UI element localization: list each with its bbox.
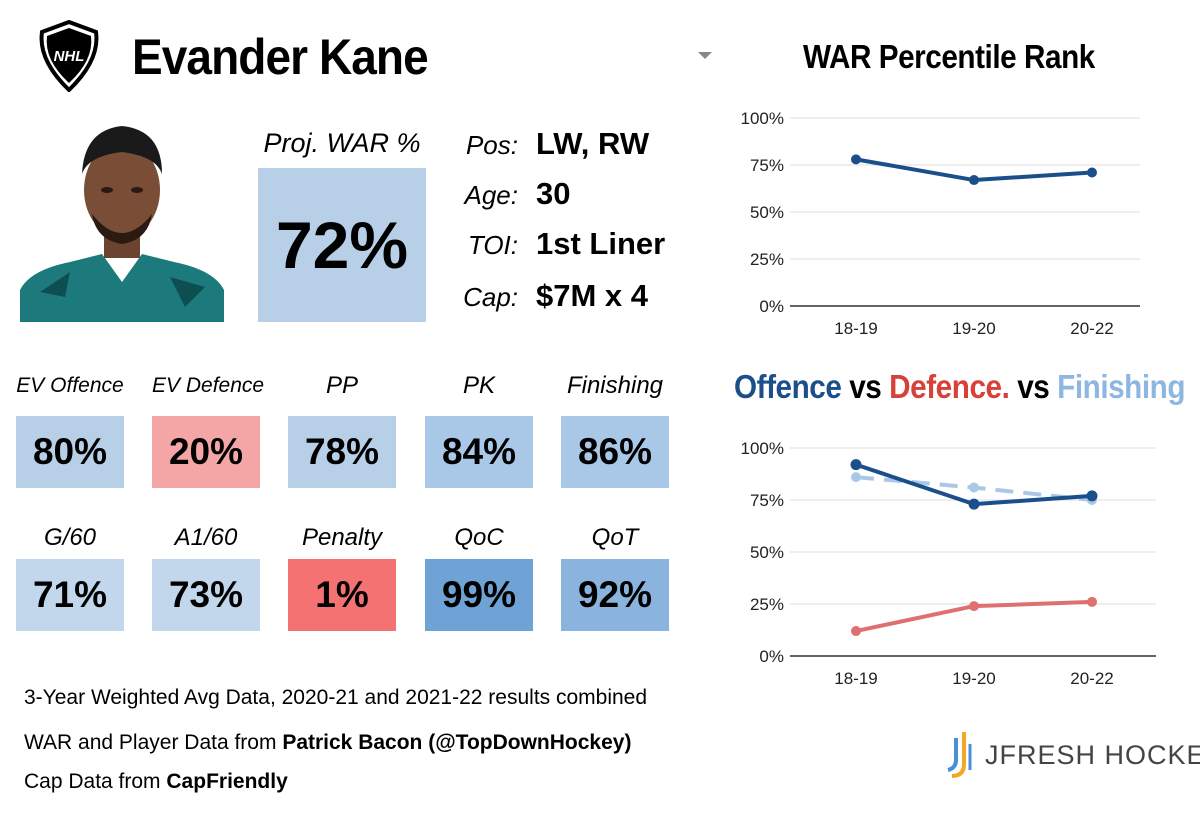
stat-label-qoc: QoC <box>454 524 504 551</box>
stat-box-ev-offence: 80% <box>16 416 124 488</box>
player-photo <box>20 126 224 322</box>
stat-label-pp: PP <box>325 372 358 399</box>
proj-war-label: Proj. WAR % <box>263 128 421 158</box>
y-tick-label: 25% <box>750 595 784 614</box>
y-tick-label: 25% <box>750 250 784 269</box>
stat-label-pk: PK <box>462 372 495 399</box>
nhl-logo: NHL <box>39 20 99 92</box>
data-point-war <box>1087 167 1097 178</box>
stat-box-finishing: 86% <box>561 416 669 488</box>
chart2-title-offence: Offence <box>734 368 842 405</box>
y-tick-label: 0% <box>759 647 784 666</box>
chart2-title-finishing: Finishing <box>1057 368 1186 405</box>
data-point-defence <box>1087 596 1097 607</box>
chart2-title: Offence vs Defence. vs Finishing <box>734 368 1186 406</box>
brand-name: JFRESH HOCKEY <box>985 740 1200 770</box>
stat-box-pp: 78% <box>288 416 396 488</box>
x-tick-label: 18-19 <box>834 319 877 338</box>
y-tick-label: 75% <box>750 156 784 175</box>
jfresh-logo-icon <box>947 732 972 778</box>
data-point-war <box>969 175 979 186</box>
chart2-title-defence: Defence. <box>889 368 1010 405</box>
chevron-down-icon[interactable] <box>698 52 712 59</box>
y-tick-label: 0% <box>759 297 784 316</box>
stat-box-ev-defence: 20% <box>152 416 260 488</box>
nhl-logo-text: NHL <box>54 48 85 65</box>
player-name: Evander Kane <box>132 29 429 85</box>
data-point-offence <box>1086 490 1098 502</box>
toi-label: TOI: <box>467 230 518 260</box>
stat-box-qoc: 99% <box>425 559 533 631</box>
y-tick-label: 100% <box>741 439 784 458</box>
footer-war-source-name: Patrick Bacon (@TopDownHockey) <box>282 731 632 754</box>
data-point-war <box>851 154 861 165</box>
y-tick-label: 50% <box>750 543 784 562</box>
chart1-war-percentile: 0% 25% 50% 75% 100% 18-19 19-20 20-22 <box>741 109 1140 338</box>
x-tick-label: 20-22 <box>1070 319 1113 338</box>
pos-label: Pos: <box>465 130 518 160</box>
y-tick-label: 50% <box>750 203 784 222</box>
footer-methodology: 3-Year Weighted Avg Data, 2020-21 and 20… <box>24 686 648 709</box>
data-point-finishing <box>969 482 979 493</box>
chart1-title: WAR Percentile Rank <box>803 38 1095 75</box>
toi-value: 1st Liner <box>536 226 666 261</box>
y-tick-label: 75% <box>750 491 784 510</box>
cap-value: $7M x 4 <box>536 278 649 313</box>
proj-war-value: 72% <box>258 168 426 322</box>
stat-label-ev-offence: EV Offence <box>16 374 124 397</box>
stat-box-a160: 73% <box>152 559 260 631</box>
stat-label-qot: QoT <box>591 524 639 551</box>
age-label: Age: <box>464 180 519 210</box>
stat-label-ev-defence: EV Defence <box>152 374 265 397</box>
data-point-offence <box>850 459 862 471</box>
stat-label-penalty: Penalty <box>301 524 383 551</box>
stat-box-penalty: 1% <box>288 559 396 631</box>
stat-box-pk: 84% <box>425 416 533 488</box>
stat-box-qot: 92% <box>561 559 669 631</box>
footer-cap-source-name: CapFriendly <box>166 770 288 793</box>
footer-war-source-prefix: WAR and Player Data from <box>24 731 283 754</box>
footer-cap-source-prefix: Cap Data from <box>24 770 167 793</box>
x-tick-label: 19-20 <box>952 669 995 688</box>
stat-label-g60: G/60 <box>43 524 97 551</box>
pos-value: LW, RW <box>536 126 650 161</box>
stat-label-finishing: Finishing <box>566 372 664 399</box>
cap-label: Cap: <box>463 282 518 312</box>
chart2-offence-defence-finishing: 0% 25% 50% 75% 100% 18-19 19-20 20-22 <box>741 439 1156 688</box>
chart2-title-vs2: vs <box>1009 368 1058 405</box>
data-point-offence <box>968 498 980 510</box>
stat-box-g60: 71% <box>16 559 124 631</box>
chart2-title-vs1: vs <box>841 368 890 405</box>
x-tick-label: 19-20 <box>952 319 995 338</box>
data-point-finishing <box>851 472 861 483</box>
age-value: 30 <box>536 176 571 211</box>
x-tick-label: 20-22 <box>1070 669 1113 688</box>
data-point-defence <box>851 626 861 637</box>
y-tick-label: 100% <box>741 109 784 128</box>
footer-cap-source: Cap Data from CapFriendly <box>24 770 288 794</box>
x-tick-label: 18-19 <box>834 669 877 688</box>
footer-war-source: WAR and Player Data from Patrick Bacon (… <box>24 731 631 755</box>
stat-label-a160: A1/60 <box>174 524 238 551</box>
data-point-defence <box>969 601 979 612</box>
